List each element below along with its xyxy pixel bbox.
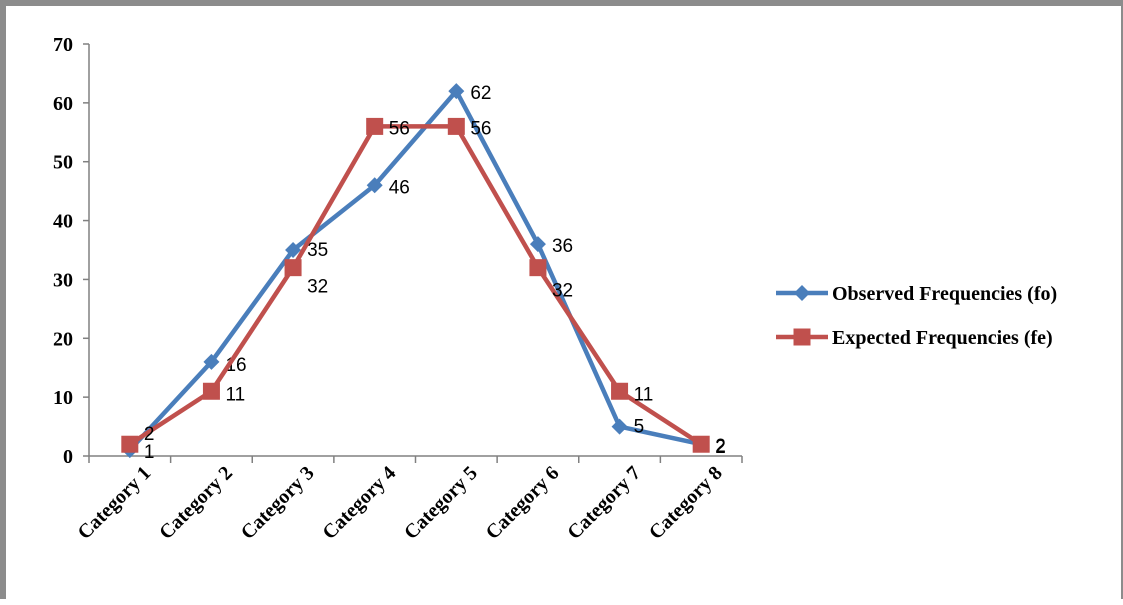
observed-series-line [128,88,702,452]
expected-data-label: 56 [389,118,410,139]
observed-point [611,418,628,435]
expected-point [202,382,220,400]
observed-point [203,353,220,370]
y-tick-label: 40 [53,211,73,233]
observed-data-label: 35 [307,240,328,261]
x-tick-label: Category 4 [318,462,400,544]
expected-series-line [128,124,703,447]
y-tick-label: 0 [63,446,73,468]
observed-data-label: 46 [389,177,410,198]
observed-data-label: 2 [715,436,726,457]
x-tick-label: Category 1 [73,462,155,544]
expected-point [284,259,302,277]
y-tick-label: 50 [53,152,73,174]
expected-point [692,435,710,453]
legend-expected-point [793,328,811,346]
observed-point [285,242,302,258]
legend-observed-point [794,285,810,301]
expected-data-label: 32 [552,281,573,302]
x-tick-label: Category 5 [400,462,482,544]
x-tick-label: Category 2 [155,462,237,544]
legend-item-observed: Observed Frequencies (fo) [776,283,1057,305]
x-tick-label: Category 3 [237,462,319,544]
legend-label: Observed Frequencies (fo) [832,283,1057,305]
y-tick-labels: 0 10 20 30 40 50 60 70 [53,34,73,468]
x-tick-label: Category 7 [563,462,645,544]
y-tick-label: 10 [53,387,73,409]
legend: Observed Frequencies (fo) Expected Freque… [776,283,1057,349]
observed-data-label: 1 [144,442,155,463]
expected-data-label: 2 [144,424,155,445]
expected-data-label: 11 [634,384,654,405]
observed-data-label: 5 [634,417,645,438]
expected-data-label: 11 [225,384,245,405]
y-tick-label: 60 [53,93,73,115]
x-tick-labels: Category 1 Category 2 Category 3 Category 4… [73,462,726,544]
expected-point [121,435,139,453]
x-tick-label: Category 8 [645,462,727,544]
y-tick-label: 30 [53,269,73,291]
legend-label: Expected Frequencies (fe) [832,327,1053,349]
observed-point [366,177,383,194]
observed-point [529,236,546,253]
expected-point [529,259,547,277]
expected-series: 2 11 32 56 56 32 11 2 [121,117,726,458]
expected-point [611,382,629,400]
expected-data-label: 56 [470,118,491,139]
observed-point [448,83,465,100]
x-tick-label: Category 6 [482,462,564,544]
observed-data-label: 36 [552,236,573,257]
y-tick-label: 70 [53,34,73,56]
legend-item-expected: Expected Frequencies (fe) [776,327,1053,349]
observed-data-label: 62 [470,83,491,104]
axes [83,43,743,463]
expected-point [366,117,384,135]
y-tick-label: 20 [53,328,73,350]
expected-point [447,117,465,135]
expected-data-label: 2 [715,437,726,458]
expected-data-label: 32 [307,277,328,298]
